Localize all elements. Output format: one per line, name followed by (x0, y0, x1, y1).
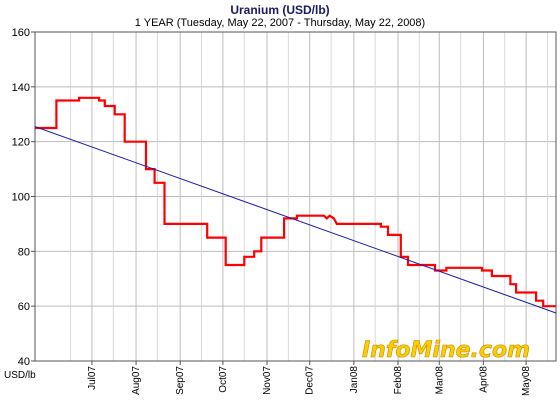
y-tick-label: 80 (18, 246, 30, 258)
x-tick-label: Jul07 (87, 366, 98, 390)
y-tick-label: 40 (18, 356, 30, 368)
y-tick-label: 140 (12, 82, 30, 94)
x-axis: Jul07 Aug07 Sep07 Oct07 Nov07 Dec07 Jan08 Feb08… (87, 361, 532, 396)
x-tick-label: Aug07 (131, 366, 142, 395)
x-tick-label: May08 (521, 366, 532, 396)
chart-subtitle: 1 YEAR (Tuesday, May 22, 2007 - Thursday… (135, 17, 425, 29)
y-tick-label: 100 (12, 192, 30, 204)
y-tick-label: 160 (12, 27, 30, 39)
x-tick-label: Feb08 (393, 366, 404, 395)
x-tick-label: Dec07 (305, 366, 316, 395)
price-series-line (35, 96, 556, 308)
y-axis: 40 60 80 100 120 140 160 (12, 27, 35, 368)
trend-line (34, 126, 557, 314)
y-tick-label: 60 (18, 301, 30, 313)
series-group (34, 96, 557, 314)
x-tick-label: Apr08 (478, 366, 489, 393)
x-tick-label: Mar08 (434, 366, 445, 395)
y-tick-label: 120 (12, 137, 30, 149)
infomine-watermark: InfoMine.com (362, 338, 530, 363)
y-axis-unit-label: USD/lb (4, 370, 36, 381)
x-tick-label: Oct07 (218, 366, 229, 393)
grid (35, 31, 556, 362)
x-tick-label: Jan08 (349, 366, 360, 394)
x-tick-label: Nov07 (262, 366, 273, 395)
x-tick-label: Sep07 (175, 366, 186, 395)
chart-title: Uranium (USD/lb) (230, 3, 329, 17)
